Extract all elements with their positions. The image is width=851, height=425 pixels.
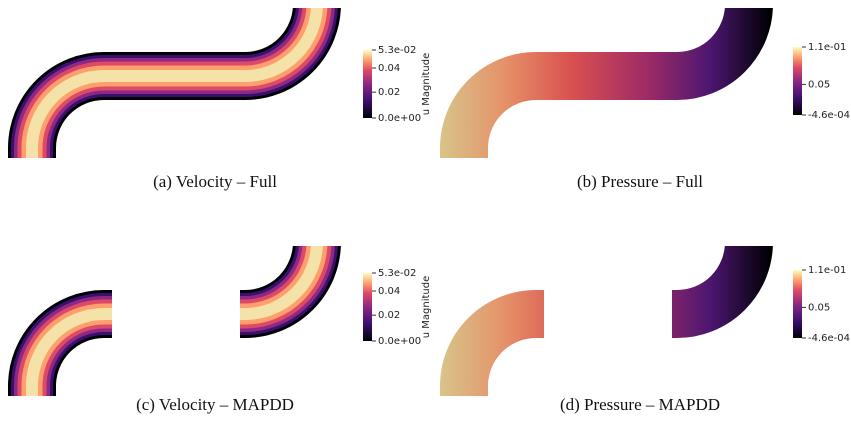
velocity-band: [26, 8, 323, 158]
panel: 5.3e-02 0.04 0.02 0.0e+00u Magnitude (c) Vel…: [8, 246, 432, 414]
colorbar-tick-label: 0.02: [378, 87, 400, 98]
colorbar-tick-label: -4.6e-04: [808, 333, 850, 344]
colorbar-tick-label: 5.3e-02: [378, 45, 416, 56]
colorbar: [793, 270, 802, 338]
pressure-field: [440, 8, 773, 158]
colorbar: [363, 273, 372, 341]
caption: (a) Velocity – Full: [153, 172, 277, 191]
pressure-field: [440, 290, 544, 396]
colorbar-tick-label: 0.02: [378, 310, 400, 321]
colorbar: [793, 47, 802, 115]
colorbar-tick-label: 0.04: [378, 286, 400, 297]
field: [8, 246, 341, 396]
velocity-band: [240, 246, 323, 320]
velocity-band: [26, 308, 112, 396]
caption: (c) Velocity – MAPDD: [136, 395, 294, 414]
field: [8, 8, 341, 158]
colorbar-tick-label: 5.3e-02: [378, 268, 416, 279]
colorbar-tick-label: 0.0e+00: [378, 113, 421, 124]
panel: 1.1e-01 0.05 -4.6e-04 (b) Pressure – Full: [440, 8, 850, 191]
colorbar-tick-label: 0.0e+00: [378, 336, 421, 347]
colorbar-title: u Magnitude: [421, 53, 432, 116]
field: [440, 246, 773, 396]
colorbar-title: u Magnitude: [421, 276, 432, 339]
caption: (d) Pressure – MAPDD: [560, 395, 720, 414]
panel: 1.1e-01 0.05 -4.6e-04 (d) Pressure – MAPDD: [440, 246, 850, 414]
colorbar-tick-label: 0.04: [378, 63, 400, 74]
pressure-field: [672, 246, 773, 338]
panel: 5.3e-02 0.04 0.02 0.0e+00u Magnitude (a) Vel…: [8, 8, 432, 191]
colorbar-tick-label: 1.1e-01: [808, 42, 846, 53]
colorbar: [363, 50, 372, 118]
colorbar-tick-label: 1.1e-01: [808, 265, 846, 276]
colorbar-tick-label: 0.05: [808, 302, 830, 313]
field: [440, 8, 773, 158]
caption: (b) Pressure – Full: [577, 172, 703, 191]
colorbar-tick-label: 0.05: [808, 79, 830, 90]
colorbar-tick-label: -4.6e-04: [808, 110, 850, 121]
